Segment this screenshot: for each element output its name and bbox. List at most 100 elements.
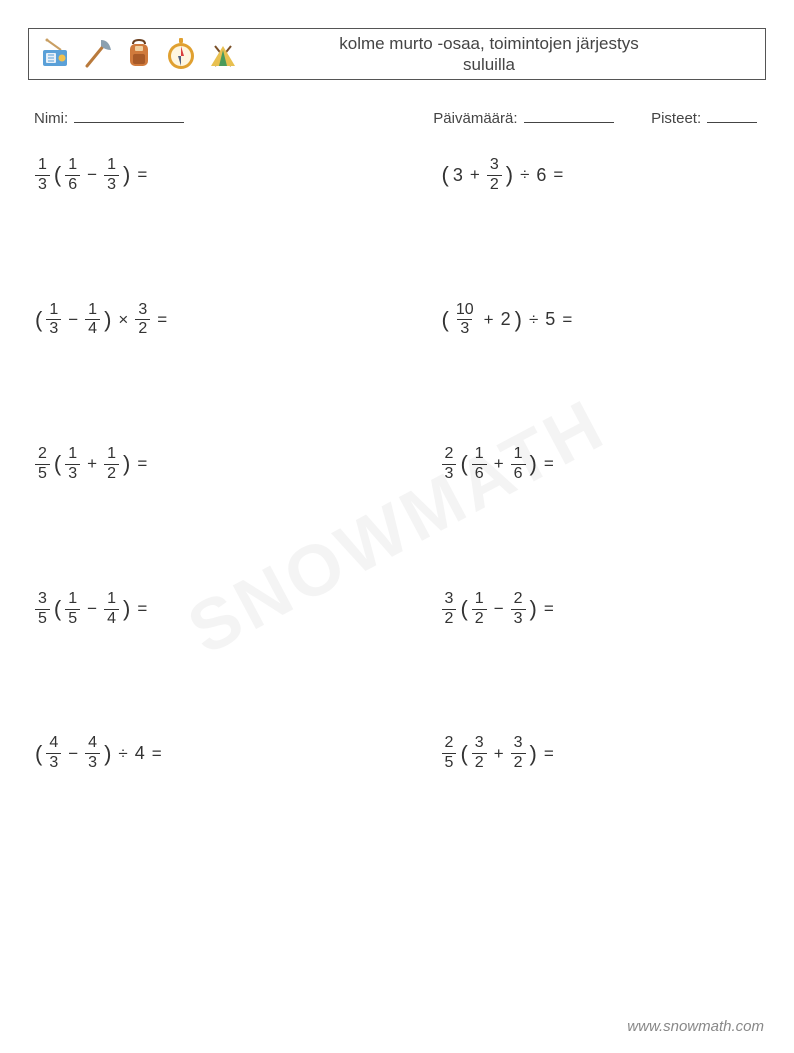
- numerator: 1: [104, 157, 119, 175]
- denominator: 5: [65, 609, 80, 628]
- operator: −: [490, 599, 508, 619]
- numerator: 1: [472, 591, 487, 609]
- numerator: 3: [487, 157, 502, 175]
- problem-cell-right: 32(12−23) =: [441, 591, 760, 628]
- denominator: 6: [65, 175, 80, 194]
- fraction: 12: [472, 591, 487, 628]
- paren-close: ): [122, 596, 131, 622]
- date-blank[interactable]: [524, 108, 614, 123]
- problem-cell-right: (3+32)÷6 =: [441, 157, 760, 194]
- denominator: 3: [65, 464, 80, 483]
- fraction: 16: [511, 446, 526, 483]
- math-expression: 35(15−14) =: [34, 591, 151, 628]
- equals: =: [549, 165, 567, 185]
- fraction: 16: [65, 157, 80, 194]
- math-expression: 23(16+16) =: [441, 446, 558, 483]
- fraction: 35: [35, 591, 50, 628]
- numerator: 2: [442, 735, 457, 753]
- math-expression: (13−14)×32 =: [34, 302, 171, 339]
- integer: 3: [452, 165, 464, 186]
- operator: +: [83, 454, 101, 474]
- score-blank[interactable]: [707, 108, 757, 123]
- numerator: 3: [35, 591, 50, 609]
- problem-cell-left: (13−14)×32 =: [34, 302, 441, 339]
- problem-cell-right: (103+2)÷5 =: [441, 302, 760, 339]
- equals: =: [133, 454, 151, 474]
- fraction: 13: [65, 446, 80, 483]
- numerator: 10: [453, 302, 477, 320]
- fraction: 32: [472, 735, 487, 772]
- denominator: 2: [487, 175, 502, 194]
- math-expression: 25(32+32) =: [441, 735, 558, 772]
- fraction: 43: [46, 735, 61, 772]
- numerator: 2: [511, 591, 526, 609]
- problem-cell-right: 25(32+32) =: [441, 735, 760, 772]
- header-icons: [37, 36, 241, 72]
- numerator: 1: [46, 302, 61, 320]
- fraction: 12: [104, 446, 119, 483]
- name-blank[interactable]: [74, 108, 184, 123]
- numerator: 3: [472, 735, 487, 753]
- operator: +: [490, 744, 508, 764]
- math-expression: (103+2)÷5 =: [441, 302, 577, 339]
- math-expression: (43−43)÷4 =: [34, 735, 166, 772]
- denominator: 5: [35, 464, 50, 483]
- fraction: 25: [442, 735, 457, 772]
- date-label: Päivämäärä:: [433, 110, 517, 127]
- problem-row: (13−14)×32 =(103+2)÷5 =: [34, 302, 760, 339]
- denominator: 3: [457, 319, 472, 338]
- fraction: 103: [453, 302, 477, 339]
- denominator: 5: [35, 609, 50, 628]
- meta-name: Nimi:: [34, 108, 433, 127]
- worksheet-title: kolme murto -osaa, toimintojen järjestys…: [241, 33, 757, 76]
- numerator: 3: [511, 735, 526, 753]
- radio-icon: [37, 36, 73, 72]
- paren-close: ): [529, 596, 538, 622]
- equals: =: [540, 744, 558, 764]
- denominator: 3: [442, 464, 457, 483]
- denominator: 3: [511, 609, 526, 628]
- fraction: 16: [472, 446, 487, 483]
- problems-grid: 13(16−13) =(3+32)÷6 =(13−14)×32 =(103+2)…: [28, 157, 766, 772]
- integer: 2: [500, 309, 512, 330]
- fraction: 14: [85, 302, 100, 339]
- operator: −: [83, 599, 101, 619]
- fraction: 13: [46, 302, 61, 339]
- equals: =: [153, 310, 171, 330]
- denominator: 3: [46, 753, 61, 772]
- paren-close: ): [529, 451, 538, 477]
- paren-open: (: [53, 162, 62, 188]
- numerator: 1: [511, 446, 526, 464]
- paren-close: ): [122, 451, 131, 477]
- denominator: 5: [442, 753, 457, 772]
- denominator: 3: [35, 175, 50, 194]
- math-expression: 25(13+12) =: [34, 446, 151, 483]
- meta-date: Päivämäärä:: [433, 108, 651, 127]
- backpack-icon: [121, 36, 157, 72]
- numerator: 1: [65, 446, 80, 464]
- numerator: 4: [85, 735, 100, 753]
- paren-close: ): [529, 741, 538, 767]
- fraction: 32: [442, 591, 457, 628]
- equals: =: [540, 454, 558, 474]
- score-label: Pisteet:: [651, 110, 701, 127]
- paren-open: (: [441, 162, 450, 188]
- paren-open: (: [34, 741, 43, 767]
- math-expression: 32(12−23) =: [441, 591, 558, 628]
- fraction: 14: [104, 591, 119, 628]
- paren-close: ): [122, 162, 131, 188]
- axe-icon: [79, 36, 115, 72]
- title-line2: suluilla: [241, 54, 737, 75]
- numerator: 1: [104, 446, 119, 464]
- fraction: 13: [35, 157, 50, 194]
- numerator: 2: [442, 446, 457, 464]
- numerator: 2: [35, 446, 50, 464]
- problem-row: (43−43)÷4 =25(32+32) =: [34, 735, 760, 772]
- numerator: 1: [65, 591, 80, 609]
- denominator: 4: [85, 319, 100, 338]
- equals: =: [558, 310, 576, 330]
- operator: −: [83, 165, 101, 185]
- math-expression: (3+32)÷6 =: [441, 157, 568, 194]
- equals: =: [540, 599, 558, 619]
- operator: −: [64, 310, 82, 330]
